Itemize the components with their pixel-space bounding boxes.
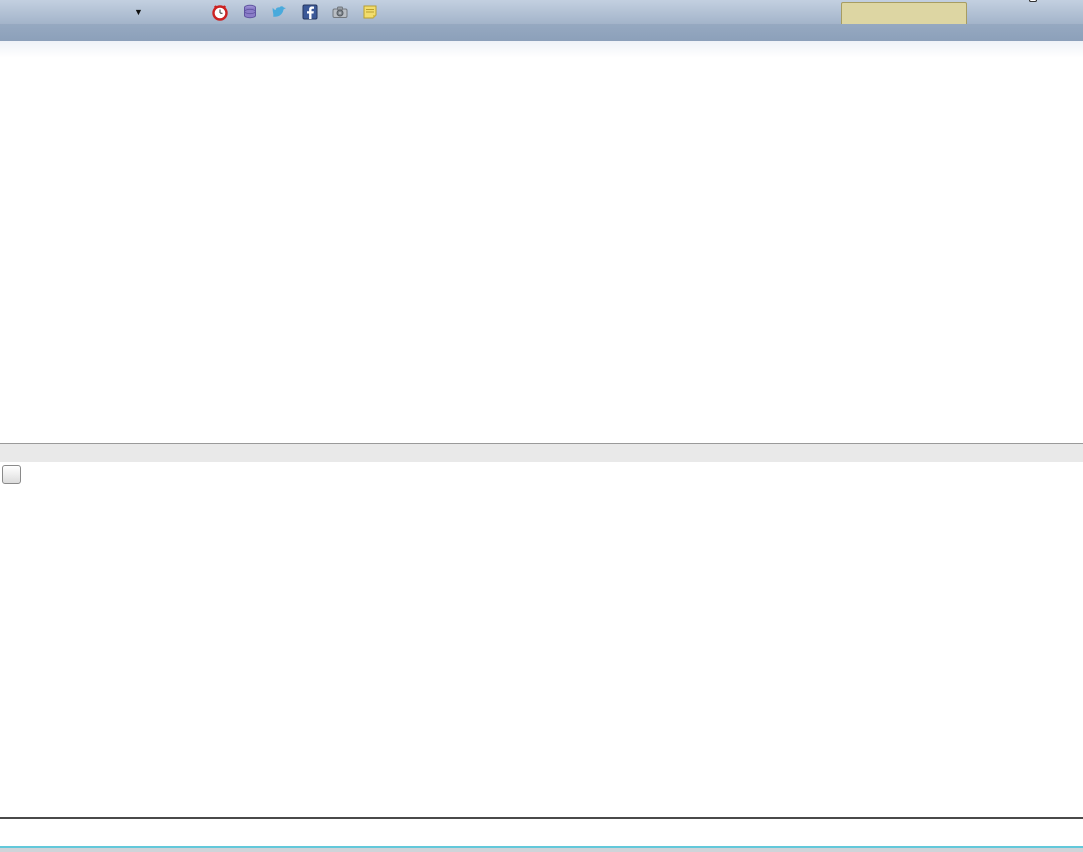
camera-icon[interactable]: [331, 3, 349, 21]
oscillator-chart-svg[interactable]: [0, 462, 1083, 818]
window-bottom-edge: [0, 848, 1083, 852]
notes-icon[interactable]: [361, 3, 379, 21]
pane-splitter[interactable]: [0, 443, 1083, 462]
bottom-divider: [0, 817, 1083, 819]
price-pane-indicator-bar: [0, 41, 1083, 58]
database-icon[interactable]: [241, 3, 259, 21]
twitter-icon[interactable]: [271, 3, 289, 21]
period-dropdown[interactable]: ▼: [42, 7, 143, 17]
price-chart-svg[interactable]: [0, 58, 1083, 443]
facebook-icon[interactable]: [301, 3, 319, 21]
oscillator-pane-header: [2, 464, 25, 484]
time-axis: [0, 819, 1083, 846]
alarm-clock-icon[interactable]: [211, 3, 229, 21]
window-accent-line: [0, 846, 1083, 848]
last-oscillator-box: [1029, 0, 1037, 2]
close-pane-button[interactable]: [2, 464, 21, 484]
chevron-down-icon[interactable]: ▼: [134, 7, 143, 17]
security-bar: [0, 24, 1083, 41]
toolbar-icon-strip: [199, 3, 379, 21]
